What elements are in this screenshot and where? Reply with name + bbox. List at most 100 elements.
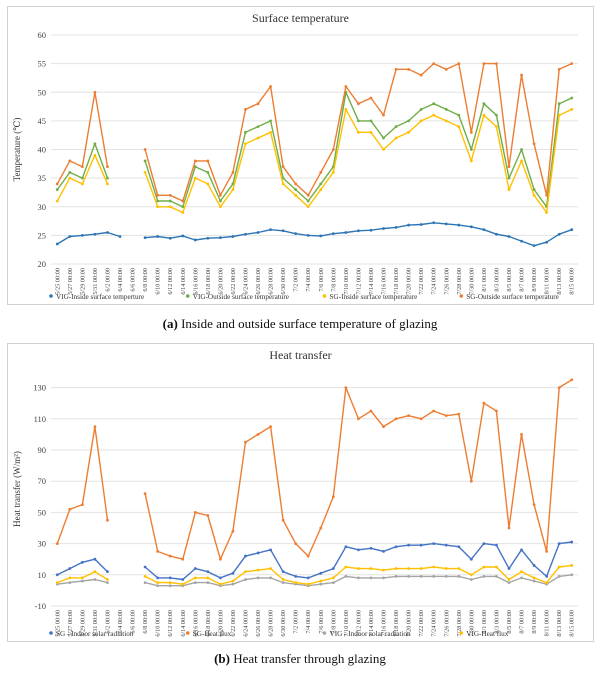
data-point-vig-outside-surface-temperature	[369, 119, 373, 123]
data-point-sg-inside-surface-temperature	[55, 199, 59, 203]
data-point-vig-indoor-solar-radiation	[344, 574, 348, 578]
x-tick-label: 8/7 00:00	[519, 610, 526, 634]
x-tick-label: 6/20 00:00	[217, 610, 224, 637]
data-point-sg-indoor-solar-radiation	[281, 570, 285, 574]
data-point-sg-heat-flux	[507, 526, 511, 530]
data-point-vig-inside-surface-temperture	[206, 236, 210, 240]
data-point-vig-inside-surface-temperture	[557, 232, 561, 236]
legend-label: SG-Inside surface temperature	[330, 293, 418, 301]
data-point-vig-outside-surface-temperature	[193, 165, 197, 169]
y-tick-label: 20	[38, 259, 47, 269]
data-point-vig-indoor-solar-radiation	[570, 573, 574, 577]
data-point-sg-outside-surface-temperature	[281, 165, 285, 169]
data-point-vig-heat-flux	[294, 581, 298, 584]
data-point-vig-heat-flux	[482, 565, 486, 569]
data-point-vig-heat-flux	[93, 570, 97, 574]
data-point-sg-indoor-solar-radiation	[306, 576, 310, 580]
y-axis-label: Heat transfer (W/m²)	[12, 451, 22, 527]
legend-swatch	[49, 294, 53, 298]
data-point-vig-inside-surface-temperture	[382, 227, 385, 230]
data-point-vig-heat-flux	[281, 578, 285, 581]
data-point-vig-indoor-solar-radiation	[331, 581, 335, 584]
data-point-sg-inside-surface-temperature	[495, 125, 498, 128]
data-point-sg-outside-surface-temperature	[93, 90, 97, 94]
chart-title: Surface temperature	[252, 11, 349, 25]
data-point-vig-inside-surface-temperture	[93, 232, 97, 236]
x-tick-label: 6/12 00:00	[167, 610, 174, 637]
x-tick-label: 6/4 00:00	[117, 268, 124, 292]
caption-b: (b) Heat transfer through glazing	[0, 651, 600, 667]
x-tick-label: 6/20 00:00	[217, 268, 224, 295]
y-tick-label: 60	[38, 30, 47, 40]
data-point-vig-inside-surface-temperture	[143, 236, 147, 240]
x-tick-label: 6/2 00:00	[104, 610, 111, 634]
x-tick-label: 6/18 00:00	[205, 610, 212, 637]
data-point-vig-heat-flux	[407, 567, 411, 570]
data-point-vig-inside-surface-temperture	[457, 223, 461, 227]
data-point-vig-heat-flux	[143, 574, 147, 578]
data-point-vig-outside-surface-temperature	[68, 171, 72, 174]
data-point-sg-inside-surface-temperature	[206, 182, 210, 186]
data-point-sg-indoor-solar-radiation	[545, 574, 549, 578]
data-point-vig-indoor-solar-radiation	[80, 579, 84, 583]
x-tick-label: 6/14 00:00	[180, 268, 187, 295]
data-point-sg-outside-surface-temperature	[570, 62, 574, 66]
data-point-sg-inside-surface-temperature	[106, 182, 109, 186]
x-tick-label: 8/5 00:00	[506, 610, 513, 634]
data-point-vig-inside-surface-temperture	[156, 235, 160, 238]
data-point-sg-inside-surface-temperature	[520, 159, 523, 163]
data-point-sg-inside-surface-temperature	[457, 125, 461, 128]
data-point-vig-outside-surface-temperature	[444, 108, 448, 111]
data-point-sg-indoor-solar-radiation	[344, 545, 348, 549]
x-tick-label: 7/28 00:00	[456, 610, 463, 637]
data-point-vig-outside-surface-temperature	[106, 176, 109, 180]
data-point-sg-outside-surface-temperature	[294, 182, 298, 186]
data-point-vig-heat-flux	[256, 568, 260, 572]
data-point-sg-heat-flux	[168, 554, 172, 558]
data-point-vig-outside-surface-temperature	[319, 182, 323, 186]
data-point-vig-inside-surface-temperture	[256, 231, 260, 234]
data-point-vig-heat-flux	[570, 564, 574, 567]
data-point-sg-indoor-solar-radiation	[557, 542, 561, 545]
data-point-vig-inside-surface-temperture	[369, 228, 373, 232]
data-point-vig-indoor-solar-radiation	[507, 581, 511, 584]
x-tick-label: 8/13 00:00	[556, 610, 563, 637]
legend-swatch	[322, 631, 327, 635]
data-point-sg-heat-flux	[382, 425, 385, 428]
data-point-vig-inside-surface-temperture	[570, 228, 574, 232]
x-tick-label: 6/14 00:00	[180, 610, 187, 637]
x-tick-label: 6/16 00:00	[192, 268, 199, 295]
data-point-sg-heat-flux	[319, 526, 323, 530]
data-point-vig-heat-flux	[193, 576, 197, 580]
data-point-sg-indoor-solar-radiation	[369, 546, 373, 550]
data-point-vig-outside-surface-temperature	[520, 148, 523, 151]
data-point-sg-outside-surface-temperature	[382, 113, 385, 117]
legend-swatch	[49, 631, 53, 635]
x-tick-label: 6/10 00:00	[155, 610, 162, 637]
data-point-sg-outside-surface-temperature	[181, 199, 185, 203]
data-point-vig-inside-surface-temperture	[545, 240, 549, 244]
data-point-vig-outside-surface-temperature	[93, 142, 97, 146]
data-point-sg-inside-surface-temperature	[256, 136, 260, 140]
data-point-vig-indoor-solar-radiation	[156, 584, 160, 588]
y-tick-label: -10	[35, 601, 46, 611]
data-point-sg-indoor-solar-radiation	[507, 567, 511, 570]
data-point-vig-heat-flux	[218, 582, 222, 586]
x-tick-label: 7/14 00:00	[368, 268, 375, 295]
data-point-sg-heat-flux	[281, 518, 285, 522]
data-point-vig-outside-surface-temperature	[457, 113, 461, 117]
data-point-sg-heat-flux	[444, 414, 448, 418]
data-point-vig-indoor-solar-radiation	[444, 574, 448, 578]
x-tick-label: 7/12 00:00	[355, 610, 362, 637]
x-tick-label: 7/18 00:00	[393, 268, 400, 295]
x-tick-label: 7/26 00:00	[443, 610, 450, 637]
x-tick-label: 7/24 00:00	[431, 610, 438, 637]
data-point-sg-indoor-solar-radiation	[432, 542, 436, 545]
data-point-sg-heat-flux	[193, 511, 197, 514]
data-point-vig-heat-flux	[156, 581, 160, 584]
data-point-sg-indoor-solar-radiation	[231, 571, 235, 575]
series-line-sg-heat-flux	[56, 379, 573, 560]
data-point-sg-indoor-solar-radiation	[532, 564, 536, 567]
data-point-vig-heat-flux	[357, 567, 360, 570]
data-point-sg-heat-flux	[306, 554, 310, 558]
